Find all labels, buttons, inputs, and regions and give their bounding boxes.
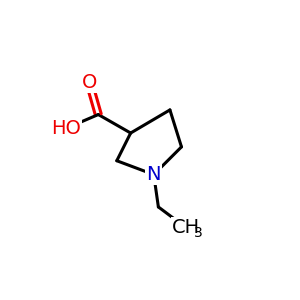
Text: O: O [81, 73, 97, 92]
Text: 3: 3 [194, 226, 203, 240]
Text: N: N [146, 165, 161, 184]
Text: HO: HO [51, 119, 81, 138]
Text: CH: CH [172, 218, 200, 237]
